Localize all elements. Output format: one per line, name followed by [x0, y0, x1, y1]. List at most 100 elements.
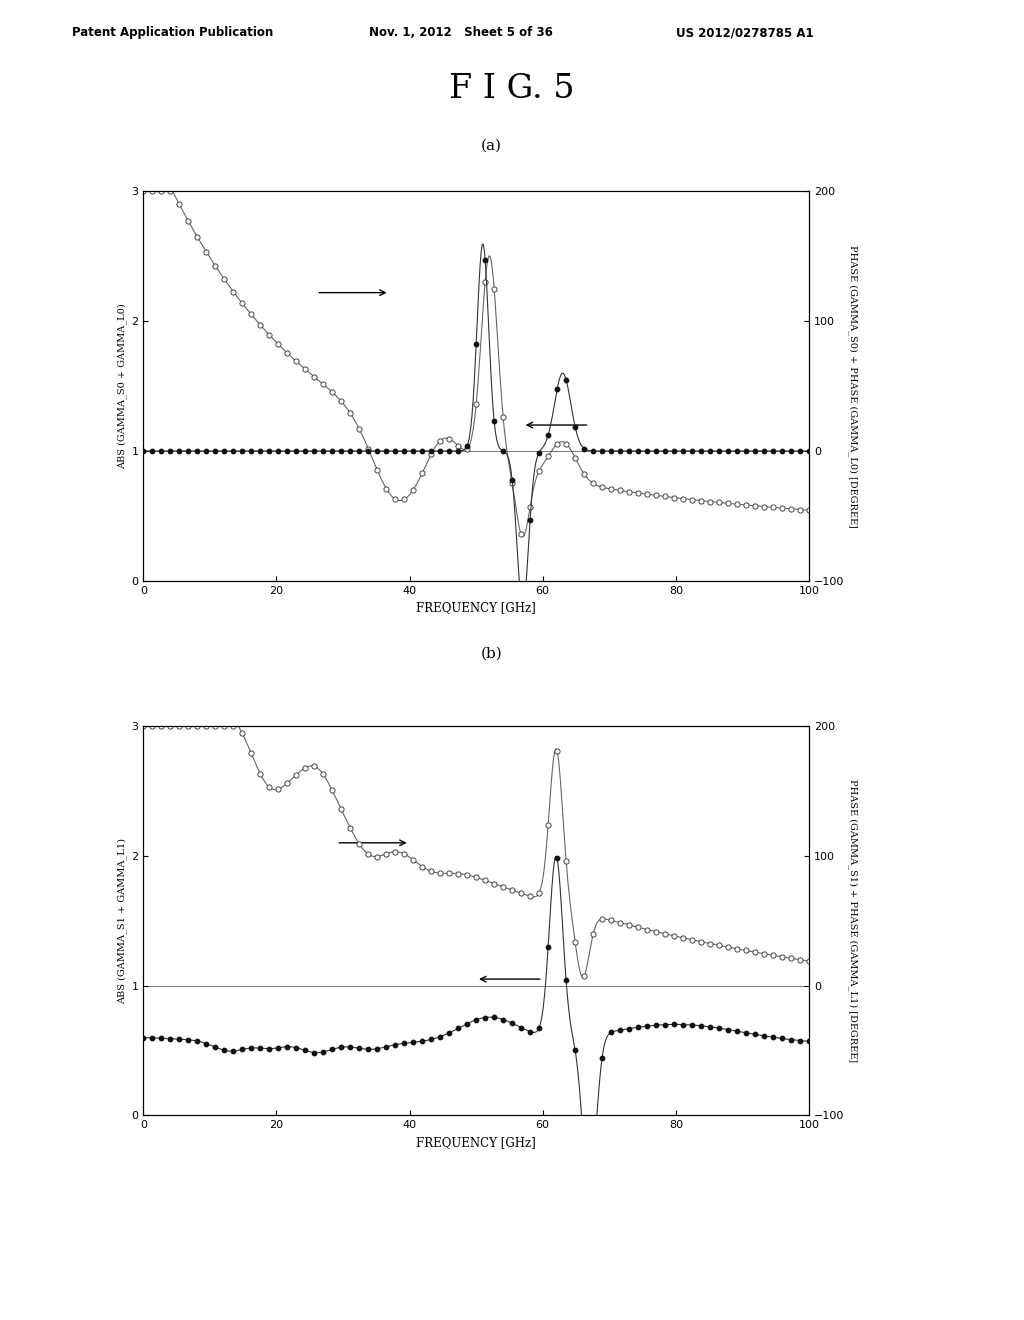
Point [639, 483, 655, 504]
Point [144, 1027, 161, 1048]
Point [495, 876, 511, 898]
Point [738, 940, 755, 961]
Text: Nov. 1, 2012   Sheet 5 of 36: Nov. 1, 2012 Sheet 5 of 36 [369, 26, 553, 40]
Point [575, 463, 592, 484]
Point [154, 441, 170, 462]
Point [746, 495, 763, 516]
Point [729, 494, 745, 515]
Point [711, 935, 727, 956]
Point [720, 936, 736, 957]
Point [216, 715, 232, 737]
Point [477, 271, 494, 292]
Point [630, 917, 646, 939]
Point [684, 1015, 700, 1036]
Text: Patent Application Publication: Patent Application Publication [72, 26, 273, 40]
Point [333, 799, 349, 820]
Point [351, 833, 368, 854]
Point [441, 428, 458, 449]
Point [648, 921, 665, 942]
Point [280, 1036, 296, 1057]
Point [549, 379, 565, 400]
Point [774, 946, 791, 968]
Point [406, 479, 422, 500]
Point [594, 477, 610, 498]
Point [522, 1020, 539, 1041]
Point [594, 441, 610, 462]
Point [171, 715, 187, 737]
Point [315, 374, 332, 395]
Point [630, 441, 646, 462]
Point [198, 715, 214, 737]
Point [684, 929, 700, 950]
Point [360, 1039, 377, 1060]
Point [360, 438, 377, 459]
Point [756, 496, 772, 517]
Point [468, 867, 484, 888]
Point [782, 1030, 799, 1051]
Point [180, 715, 197, 737]
Point [693, 931, 710, 952]
Point [423, 1028, 439, 1049]
Point [180, 1030, 197, 1051]
Point [288, 1038, 304, 1059]
Point [198, 441, 214, 462]
Point [684, 441, 700, 462]
Point [135, 715, 152, 737]
Point [441, 441, 458, 462]
Point [504, 469, 520, 490]
Point [342, 403, 358, 424]
Point [306, 366, 323, 387]
Point [216, 441, 232, 462]
Point [495, 441, 511, 462]
Point [315, 764, 332, 785]
Point [342, 1036, 358, 1057]
Point [522, 510, 539, 531]
Point [216, 268, 232, 289]
Point [792, 1030, 808, 1051]
Point [585, 441, 601, 462]
Point [378, 843, 394, 865]
Point [612, 480, 629, 502]
Point [387, 488, 403, 510]
Point [171, 194, 187, 215]
Point [378, 478, 394, 499]
Point [630, 482, 646, 503]
Point [765, 496, 781, 517]
Point [450, 441, 466, 462]
Point [666, 925, 682, 946]
Point [207, 1036, 223, 1057]
Point [387, 841, 403, 862]
Point [594, 1047, 610, 1068]
Point [162, 441, 178, 462]
Point [406, 1032, 422, 1053]
Point [567, 931, 584, 952]
Point [351, 418, 368, 440]
Point [792, 441, 808, 462]
Point [396, 441, 413, 462]
Point [441, 1023, 458, 1044]
Point [225, 281, 242, 302]
Point [351, 441, 368, 462]
Point [144, 715, 161, 737]
Point [701, 441, 718, 462]
Point [333, 441, 349, 462]
Point [369, 459, 385, 480]
X-axis label: FREQUENCY [GHz]: FREQUENCY [GHz] [417, 1135, 536, 1148]
Point [432, 430, 449, 451]
Point [720, 441, 736, 462]
Point [594, 908, 610, 929]
Point [360, 843, 377, 865]
Point [522, 886, 539, 907]
Point [540, 937, 556, 958]
Point [171, 441, 187, 462]
Point [315, 1041, 332, 1063]
Point [225, 1040, 242, 1061]
Point [575, 966, 592, 987]
Point [486, 873, 503, 894]
Point [441, 863, 458, 884]
Point [450, 436, 466, 457]
Point [639, 441, 655, 462]
Point [621, 1018, 637, 1039]
Point [612, 441, 629, 462]
Point [144, 181, 161, 202]
